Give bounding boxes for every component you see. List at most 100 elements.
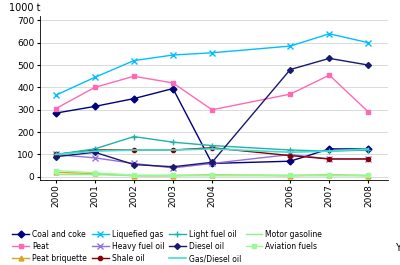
Shale oil: [170, 148, 175, 152]
Line: Peat briquette: Peat briquette: [53, 170, 371, 178]
Line: Gas/Diesel oil: Gas/Diesel oil: [56, 149, 368, 154]
Aviation fuels: [132, 174, 136, 177]
Line: Shale oil: Shale oil: [54, 146, 370, 161]
Peat briquette: [170, 174, 175, 177]
Line: Diesel oil: Diesel oil: [54, 56, 370, 169]
Motor gasoline: [132, 174, 136, 177]
Light fuel oil: [366, 148, 371, 152]
Light fuel oil: [170, 141, 175, 144]
Peat: [366, 111, 371, 114]
Heavy fuel oil: [327, 157, 332, 161]
Line: Motor gasoline: Motor gasoline: [56, 175, 368, 176]
Gas/Diesel oil: [170, 148, 175, 152]
Legend: Coal and coke, Peat, Peat briquette, Liquefied gas, Heavy fuel oil, Shale oil, L: Coal and coke, Peat, Peat briquette, Liq…: [12, 230, 322, 263]
Peat briquette: [92, 172, 97, 175]
Motor gasoline: [210, 174, 214, 177]
Gas/Diesel oil: [92, 149, 97, 153]
Gas/Diesel oil: [53, 153, 58, 156]
Shale oil: [210, 146, 214, 149]
Peat briquette: [288, 174, 293, 177]
Diesel oil: [327, 57, 332, 60]
Aviation fuels: [210, 174, 214, 177]
Heavy fuel oil: [170, 166, 175, 170]
Aviation fuels: [366, 174, 371, 177]
Peat briquette: [132, 174, 136, 177]
Shale oil: [92, 148, 97, 152]
Motor gasoline: [92, 173, 97, 176]
Liquefied gas: [327, 32, 332, 35]
Motor gasoline: [170, 174, 175, 177]
Coal and coke: [132, 97, 136, 100]
Gas/Diesel oil: [132, 148, 136, 152]
Liquefied gas: [210, 51, 214, 54]
Light fuel oil: [288, 148, 293, 152]
Motor gasoline: [288, 174, 293, 177]
Aviation fuels: [170, 174, 175, 177]
Line: Light fuel oil: Light fuel oil: [52, 133, 372, 158]
Shale oil: [53, 153, 58, 156]
Shale oil: [288, 154, 293, 157]
Diesel oil: [132, 163, 136, 166]
Light fuel oil: [132, 135, 136, 138]
Peat briquette: [366, 174, 371, 177]
Peat briquette: [327, 173, 332, 176]
Peat: [170, 81, 175, 85]
Gas/Diesel oil: [366, 147, 371, 151]
Coal and coke: [170, 87, 175, 90]
Coal and coke: [210, 162, 214, 165]
Peat briquette: [53, 171, 58, 174]
Heavy fuel oil: [366, 157, 371, 161]
Diesel oil: [92, 151, 97, 154]
Liquefied gas: [288, 45, 293, 48]
Aviation fuels: [92, 171, 97, 174]
Gas/Diesel oil: [288, 151, 293, 154]
Liquefied gas: [366, 41, 371, 44]
Text: Year: Year: [395, 243, 400, 253]
Motor gasoline: [366, 174, 371, 177]
Peat: [53, 107, 58, 110]
Shale oil: [132, 148, 136, 152]
Coal and coke: [366, 147, 371, 151]
Line: Liquefied gas: Liquefied gas: [53, 31, 371, 98]
Line: Heavy fuel oil: Heavy fuel oil: [53, 152, 371, 171]
Heavy fuel oil: [53, 153, 58, 156]
Coal and coke: [327, 147, 332, 151]
Aviation fuels: [327, 174, 332, 177]
Diesel oil: [288, 68, 293, 71]
Shale oil: [366, 157, 371, 161]
Line: Coal and coke: Coal and coke: [53, 86, 371, 166]
Aviation fuels: [288, 174, 293, 177]
Peat: [288, 92, 293, 96]
Light fuel oil: [327, 149, 332, 153]
Line: Aviation fuels: Aviation fuels: [54, 169, 370, 177]
Line: Peat: Peat: [53, 73, 371, 114]
Gas/Diesel oil: [210, 147, 214, 151]
Liquefied gas: [132, 59, 136, 62]
Aviation fuels: [53, 169, 58, 172]
Peat briquette: [210, 173, 214, 176]
Liquefied gas: [53, 94, 58, 97]
Peat: [210, 108, 214, 111]
Heavy fuel oil: [210, 162, 214, 165]
Peat: [92, 86, 97, 89]
Light fuel oil: [210, 144, 214, 147]
Motor gasoline: [53, 173, 58, 176]
Diesel oil: [53, 155, 58, 158]
Liquefied gas: [92, 76, 97, 79]
Coal and coke: [92, 105, 97, 108]
Heavy fuel oil: [92, 156, 97, 160]
Heavy fuel oil: [132, 162, 136, 165]
Motor gasoline: [327, 174, 332, 177]
Text: 1000 t: 1000 t: [9, 3, 40, 13]
Peat: [132, 75, 136, 78]
Light fuel oil: [92, 147, 97, 151]
Coal and coke: [53, 112, 58, 115]
Diesel oil: [210, 161, 214, 164]
Peat: [327, 74, 332, 77]
Coal and coke: [288, 160, 293, 163]
Diesel oil: [366, 64, 371, 67]
Heavy fuel oil: [288, 153, 293, 156]
Gas/Diesel oil: [327, 149, 332, 153]
Diesel oil: [170, 165, 175, 168]
Light fuel oil: [53, 153, 58, 156]
